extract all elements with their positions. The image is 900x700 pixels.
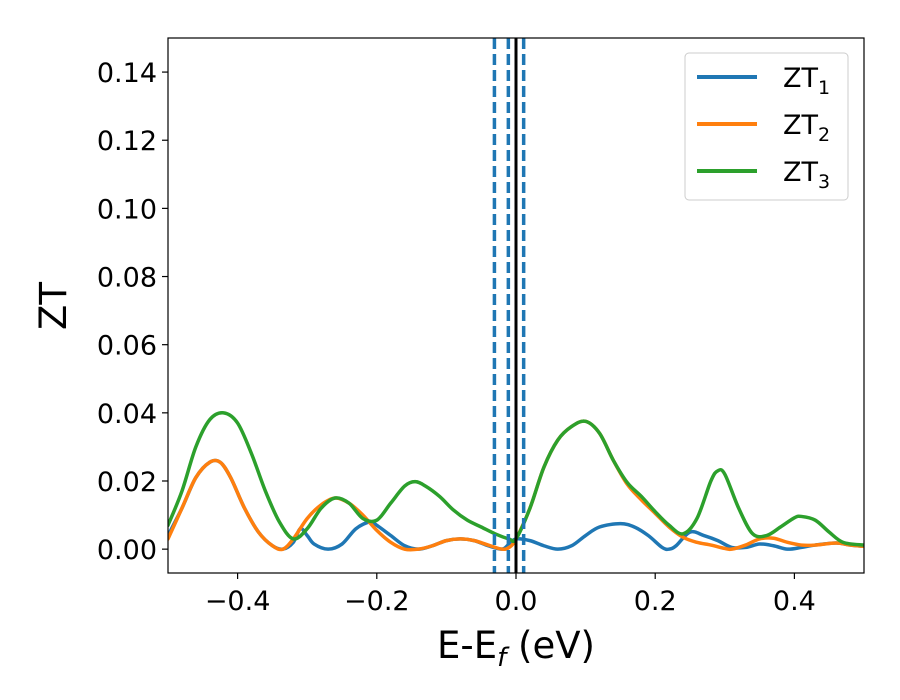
x-tick-label: −0.4 — [205, 586, 271, 617]
x-axis-label: E-Ef (eV) — [437, 624, 595, 673]
legend-label-zt1: ZT1 — [783, 63, 830, 99]
legend-label-zt2: ZT2 — [783, 110, 830, 146]
series-line-zt2 — [168, 419, 864, 552]
x-tick-label: 0.0 — [495, 586, 538, 617]
x-axis-ticks: −0.4 −0.2 0.0 0.2 0.4 — [205, 573, 816, 617]
y-axis-label: ZT — [32, 282, 75, 330]
y-tick-label: 0.06 — [97, 331, 157, 362]
vertical-lines-layer — [492, 38, 526, 573]
legend-label-zt3: ZT3 — [783, 157, 830, 193]
y-tick-label: 0.00 — [97, 535, 157, 566]
y-tick-label: 0.08 — [97, 263, 157, 294]
y-tick-label: 0.12 — [97, 126, 157, 157]
legend-entry-zt3: ZT3 — [697, 157, 830, 193]
y-tick-label: 0.10 — [97, 194, 157, 225]
x-tick-label: 0.4 — [773, 586, 816, 617]
x-tick-label: −0.2 — [344, 586, 410, 617]
legend-entry-zt1: ZT1 — [697, 63, 830, 99]
x-tick-label: 0.2 — [634, 586, 677, 617]
y-tick-label: 0.04 — [97, 399, 157, 430]
legend: ZT1 ZT2 ZT3 — [684, 52, 849, 201]
legend-box — [684, 52, 849, 201]
y-tick-label: 0.02 — [97, 467, 157, 498]
y-axis-ticks: 0.00 0.02 0.04 0.06 0.08 0.10 0.12 0.14 — [97, 58, 168, 566]
legend-entry-zt2: ZT2 — [697, 110, 830, 146]
y-tick-label: 0.14 — [97, 58, 157, 89]
